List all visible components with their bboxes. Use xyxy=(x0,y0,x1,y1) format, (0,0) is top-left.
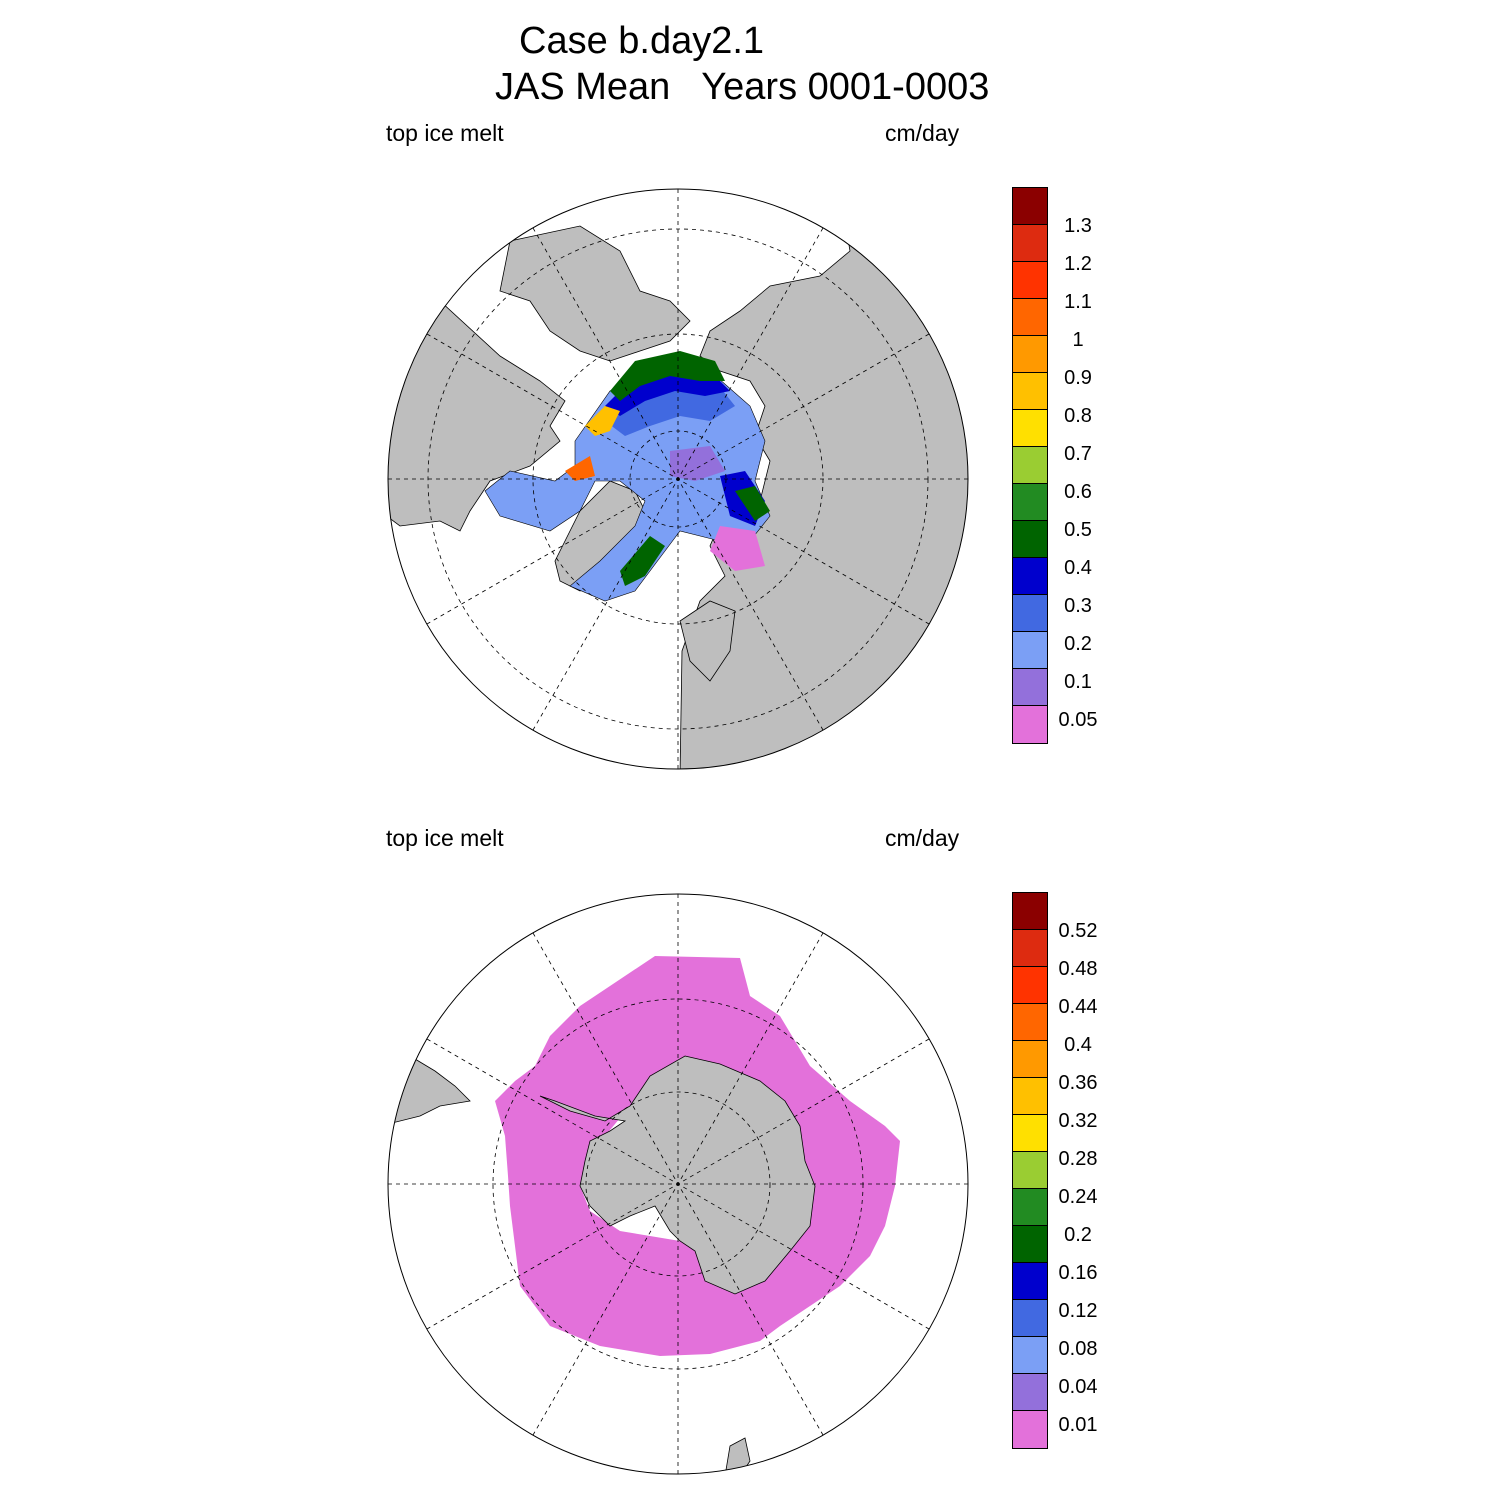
arctic-ice-field-orange xyxy=(565,456,595,481)
arctic-colorbar-tick: 0.05 xyxy=(1058,709,1098,731)
antarctic-colorbar-tick: 0.32 xyxy=(1058,1110,1098,1132)
arctic-ice-field-green-greenland xyxy=(620,536,665,586)
arctic-colorbar-swatch xyxy=(1013,669,1047,706)
antarctic-colorbar-swatch xyxy=(1013,1004,1047,1041)
antarctic-colorbar-swatch xyxy=(1013,1041,1047,1078)
antarctic-colorbar-tick: 0.08 xyxy=(1058,1338,1098,1360)
arctic-colorbar-swatch xyxy=(1013,188,1047,225)
antarctic-colorbar-swatch xyxy=(1013,893,1047,930)
arctic-units-label: cm/day xyxy=(885,120,960,146)
main-title-line1: Case b.day2.1 xyxy=(519,20,765,62)
antarctic-colorbar-tick: 0.16 xyxy=(1058,1262,1098,1284)
arctic-colorbar-tick: 0.9 xyxy=(1064,367,1092,389)
antarctic-colorbar-swatch xyxy=(1013,967,1047,1004)
antarctic-colorbar-tick: 0.48 xyxy=(1058,958,1098,980)
arctic-colorbar-swatch xyxy=(1013,447,1047,484)
arctic-colorbar-tick: 0.4 xyxy=(1064,557,1092,579)
antarctic-land-continent xyxy=(539,1055,816,1295)
arctic-colorbar-swatch xyxy=(1013,558,1047,595)
antarctic-colorbar-swatch xyxy=(1013,1152,1047,1189)
arctic-colorbar-tick: 0.2 xyxy=(1064,633,1092,655)
arctic-colorbar-swatch xyxy=(1013,225,1047,262)
antarctic-colorbar-swatch xyxy=(1013,1411,1047,1448)
main-title-line2: JAS Mean Years 0001-0003 xyxy=(495,66,990,108)
arctic-colorbar-tick: 1.2 xyxy=(1064,253,1092,275)
antarctic-colorbar-tick: 0.24 xyxy=(1058,1186,1098,1208)
arctic-land-alaska-siberia xyxy=(499,225,691,362)
arctic-colorbar-tick: 0.7 xyxy=(1064,443,1092,465)
arctic-ice-field-pink xyxy=(710,526,765,571)
arctic-land-scandinavia xyxy=(679,600,736,682)
arctic-colorbar-tick: 0.5 xyxy=(1064,519,1092,541)
antarctic-colorbar-swatch xyxy=(1013,1115,1047,1152)
arctic-ice-field-green xyxy=(610,351,725,401)
arctic-colorbar-swatch xyxy=(1013,299,1047,336)
arctic-colorbar-tick: 0.1 xyxy=(1064,671,1092,693)
antarctic-colorbar-tick: 0.01 xyxy=(1058,1414,1098,1436)
antarctic-colorbar-tick: 0.2 xyxy=(1064,1224,1092,1246)
arctic-variable-label: top ice melt xyxy=(386,120,504,146)
antarctic-variable-label: top ice melt xyxy=(386,825,504,851)
arctic-colorbar-tick: 1.3 xyxy=(1064,215,1092,237)
arctic-colorbar-tick: 0.3 xyxy=(1064,595,1092,617)
arctic-ice-field-low xyxy=(484,360,771,602)
arctic-ice-field-purple xyxy=(670,446,725,481)
antarctic-polar-map xyxy=(387,893,969,1475)
arctic-colorbar-tick: 1.1 xyxy=(1064,291,1092,313)
antarctic-colorbar-swatch xyxy=(1013,930,1047,967)
arctic-ice-field-yellow xyxy=(585,406,620,436)
arctic-colorbar-swatch xyxy=(1013,706,1047,743)
arctic-ice-field-green-east xyxy=(735,486,770,521)
antarctic-colorbar-tick: 0.04 xyxy=(1058,1376,1098,1398)
arctic-colorbar-tick: 0.8 xyxy=(1064,405,1092,427)
arctic-colorbar-tick: 0.6 xyxy=(1064,481,1092,503)
antarctic-colorbar-swatch xyxy=(1013,1078,1047,1115)
antarctic-colorbar-tick: 0.44 xyxy=(1058,996,1098,1018)
antarctic-colorbar-tick: 0.28 xyxy=(1058,1148,1098,1170)
antarctic-colorbar-swatch xyxy=(1013,1226,1047,1263)
arctic-colorbar-swatch xyxy=(1013,632,1047,669)
antarctic-colorbar-tick: 0.12 xyxy=(1058,1300,1098,1322)
antarctic-colorbar-swatch xyxy=(1013,1374,1047,1411)
antarctic-colorbar-tick: 0.52 xyxy=(1058,920,1098,942)
antarctic-units-label: cm/day xyxy=(885,825,960,851)
antarctic-ice-field xyxy=(495,956,900,1356)
arctic-colorbar-tick: 1 xyxy=(1072,329,1084,351)
arctic-colorbar-swatch xyxy=(1013,336,1047,373)
arctic-colorbar xyxy=(1012,187,1048,744)
antarctic-colorbar-tick: 0.4 xyxy=(1064,1034,1092,1056)
antarctic-colorbar xyxy=(1012,892,1048,1449)
antarctic-colorbar-swatch xyxy=(1013,1300,1047,1337)
antarctic-colorbar-tick: 0.36 xyxy=(1058,1072,1098,1094)
antarctic-colorbar-swatch xyxy=(1013,1263,1047,1300)
arctic-colorbar-swatch xyxy=(1013,410,1047,447)
arctic-colorbar-swatch xyxy=(1013,373,1047,410)
arctic-colorbar-swatch xyxy=(1013,521,1047,558)
arctic-colorbar-swatch xyxy=(1013,484,1047,521)
antarctic-colorbar-swatch xyxy=(1013,1337,1047,1374)
arctic-colorbar-swatch xyxy=(1013,262,1047,299)
arctic-polar-map xyxy=(387,188,969,770)
antarctic-colorbar-swatch xyxy=(1013,1189,1047,1226)
arctic-land-north-america xyxy=(388,280,566,532)
arctic-colorbar-swatch xyxy=(1013,595,1047,632)
